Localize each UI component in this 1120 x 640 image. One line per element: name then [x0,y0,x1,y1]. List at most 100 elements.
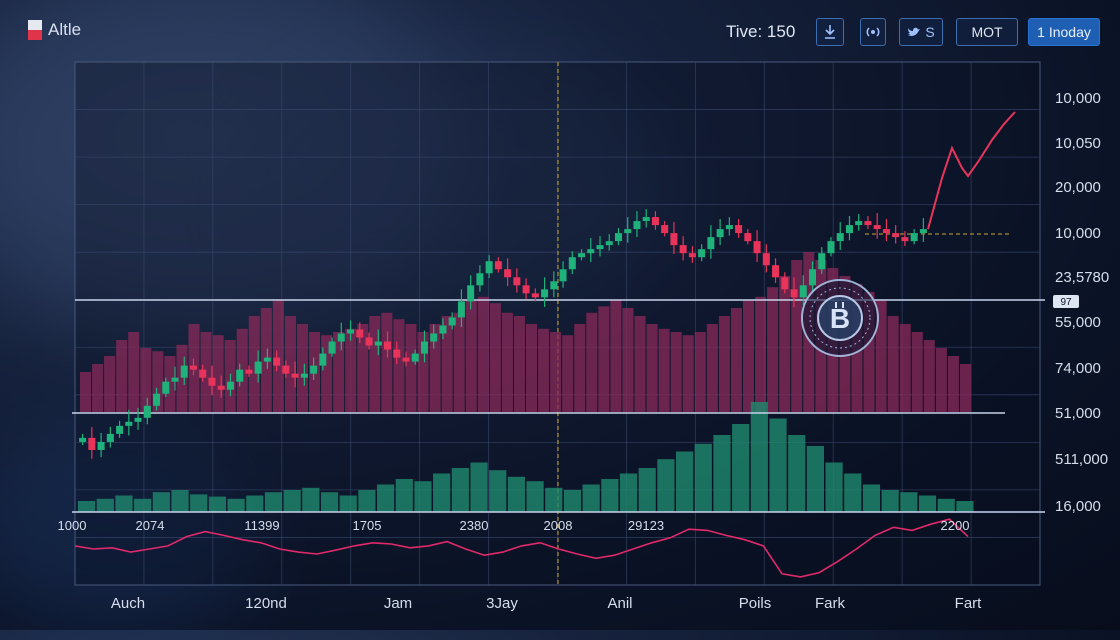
app-title: Altle [48,20,82,39]
volume-bar [489,470,507,512]
volume-bar [598,306,610,412]
volume-bar [264,492,283,512]
price-badge: 97 [1053,295,1079,308]
volume-bar [923,340,935,412]
candle-body [882,229,890,234]
candle-body [402,357,410,362]
download-button[interactable] [816,18,844,46]
volume-bar [947,356,959,412]
volume-bar [283,490,301,512]
time-label: Tive: 150 [726,22,796,41]
volume-bar [610,300,622,412]
candle-body [291,373,299,378]
volume-bar [769,418,787,512]
volume-bar [116,340,128,412]
volume-bar [369,316,381,412]
candle-body [836,233,844,242]
x-tick-label: Auch [111,595,145,612]
y-axis: 10,000 10,050 20,000 10,000 23,5780 55,000 74,… [1055,90,1109,515]
candle-body [171,377,179,382]
candle-body [328,341,336,354]
candle-body [550,281,558,290]
x-tick-label: Fark [815,595,846,612]
volume-bar [395,479,413,512]
social-button-label: S [925,24,935,40]
x-tick-label: Jam [384,595,412,612]
volume-bar [115,495,133,512]
candle-body [744,233,752,242]
candle-body [762,253,770,266]
candle-body [263,357,271,362]
candle-body [384,341,392,350]
candle-body [347,329,355,334]
candle-body [725,225,733,230]
candle-body [448,317,456,326]
candle-body [476,273,484,286]
volume-bar [272,300,284,412]
candle-body [88,437,96,450]
volume-bar [806,446,824,512]
volume-bar [935,348,947,412]
volume-bar [321,335,333,412]
candle-body [578,253,586,258]
volume-bar [302,487,320,512]
interval-button[interactable]: 1 Inoday [1028,18,1100,46]
candle-body [97,441,105,450]
candle-body [430,333,438,342]
signal-icon [866,27,880,37]
candle-body [319,353,327,366]
candle-body [605,241,613,246]
volume-bar [694,443,712,512]
candle-body [522,285,530,294]
social-button[interactable]: S [899,18,943,46]
volume-bar [788,435,806,512]
volume-bar [563,490,582,512]
volume-bar [441,316,453,412]
volume-bar [538,328,550,412]
candle-body [411,353,419,362]
volume-bar [507,476,525,512]
volume-bar [345,328,357,412]
candle-body [337,333,345,342]
y-tick-label: 511,000 [1055,451,1108,468]
mot-button[interactable]: MOT [956,18,1018,46]
volume-bar [513,316,525,412]
volume-bar [844,473,862,512]
volume-bar [501,312,513,412]
volume-bar [622,308,634,412]
volume-bar [526,324,538,412]
volume-bar [718,316,730,412]
volume-bar [619,473,638,512]
candle-body [541,289,549,298]
candle-body [892,233,900,238]
sub-x-tick-label: 1705 [353,518,382,533]
sub-x-tick-label: 2380 [460,518,489,533]
candle-body [799,285,807,298]
volume-bar [682,335,694,412]
volume-bar [140,348,152,412]
candle-body [180,365,188,378]
trend-line [927,111,1016,230]
signal-button[interactable] [860,18,886,46]
volume-bar [405,324,417,412]
candle-body [910,233,918,242]
price-badge-label: 97 [1060,297,1072,308]
indicator-panel [74,518,969,578]
candle-body [420,341,428,354]
candle-body [153,393,161,406]
volume-bar [582,484,600,512]
candle-body [254,361,262,374]
candle-body [116,425,124,434]
volume-bar [320,492,339,512]
volume-bar [190,494,208,512]
candle-body [901,237,909,242]
volume-bar [248,316,260,412]
candle-body [698,249,706,258]
candle-body [633,221,641,230]
candle-body [624,229,632,234]
candle-body [245,369,253,374]
candle-body [356,329,364,338]
candle-body [310,365,318,374]
volume-bar [227,498,245,512]
